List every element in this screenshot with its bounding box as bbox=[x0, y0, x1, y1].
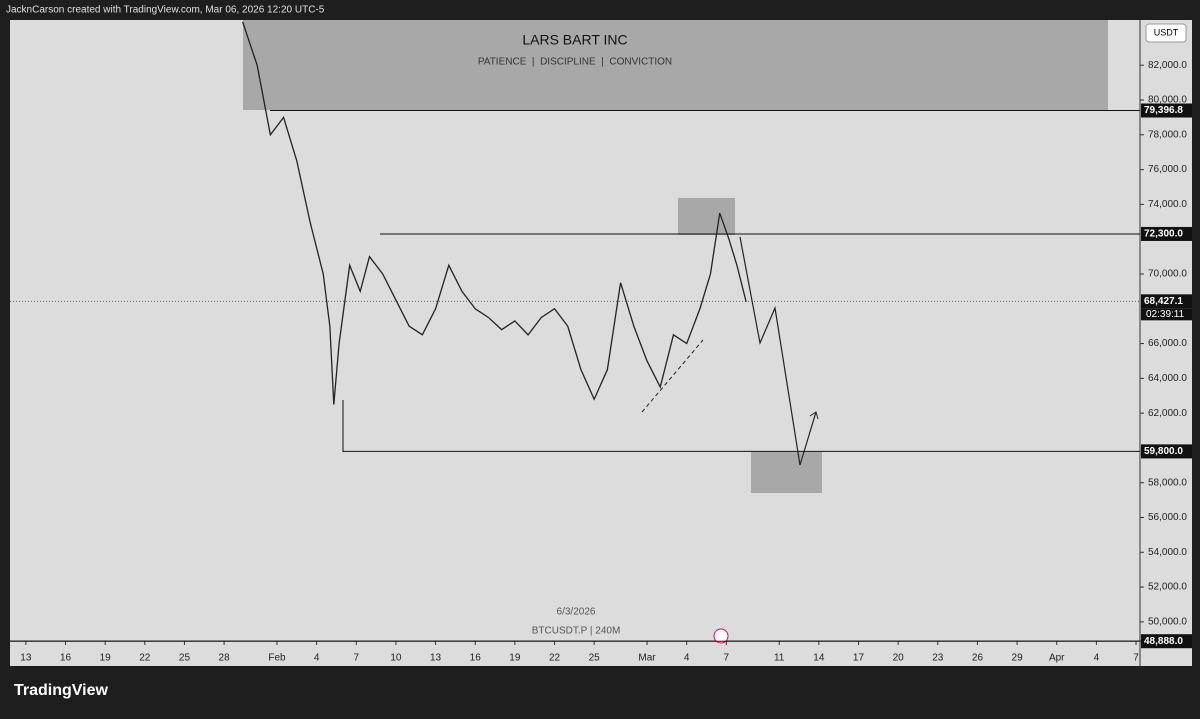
y-tick-label: 74,000.0 bbox=[1148, 199, 1187, 210]
x-tick-label: 25 bbox=[589, 653, 601, 664]
x-tick-label: 13 bbox=[430, 653, 442, 664]
y-tick-label: 80,000.0 bbox=[1148, 95, 1187, 106]
x-tick-label: 10 bbox=[390, 653, 402, 664]
x-tick-label: 22 bbox=[139, 653, 151, 664]
price-tag bbox=[1141, 634, 1192, 649]
x-tick-label: 14 bbox=[813, 653, 825, 664]
x-tick-label: 26 bbox=[972, 653, 984, 664]
x-tick-label: 4 bbox=[684, 653, 690, 664]
price-tag bbox=[1141, 444, 1192, 459]
price-tag bbox=[1141, 103, 1192, 118]
x-tick-label: 23 bbox=[932, 653, 944, 664]
watermark: 6/3/2026 bbox=[557, 607, 596, 618]
credit: JacknCarson created with TradingView.com… bbox=[6, 5, 325, 16]
chart-title: LARS BART INC bbox=[522, 32, 627, 48]
x-tick-label: 4 bbox=[1094, 653, 1100, 664]
countdown-tag bbox=[1141, 308, 1192, 321]
arrow-head bbox=[809, 411, 819, 420]
price-tag-label: 68,427.1 bbox=[1144, 296, 1183, 307]
x-tick-label: 22 bbox=[549, 653, 561, 664]
x-tick-label: Feb bbox=[268, 653, 286, 664]
price-tag-label: 59,800.0 bbox=[1144, 446, 1183, 457]
x-tick-label: 19 bbox=[509, 653, 521, 664]
y-tick-label: 82,000.0 bbox=[1148, 60, 1187, 71]
y-tick-label: 66,000.0 bbox=[1148, 338, 1187, 349]
price-tag-label: 79,396.8 bbox=[1144, 105, 1183, 116]
x-tick-label: 29 bbox=[1012, 653, 1024, 664]
event-icon[interactable] bbox=[713, 628, 729, 644]
y-tick-label: 54,000.0 bbox=[1148, 547, 1187, 558]
supply-box bbox=[678, 198, 735, 235]
watermark: BTCUSDT.P | 240M bbox=[532, 626, 621, 637]
price-tag bbox=[1141, 226, 1192, 241]
x-tick-label: 7 bbox=[724, 653, 730, 664]
price-line bbox=[241, 21, 747, 405]
x-tick-label: 25 bbox=[179, 653, 191, 664]
x-tick-label: 7 bbox=[353, 653, 359, 664]
price-tag bbox=[1141, 294, 1192, 309]
x-tick-label: 7 bbox=[1133, 653, 1139, 664]
y-tick-label: 70,000.0 bbox=[1148, 269, 1187, 280]
x-tick-label: 20 bbox=[893, 653, 905, 664]
y-tick-label: 56,000.0 bbox=[1148, 512, 1187, 523]
chart-area bbox=[10, 20, 1192, 666]
countdown: 02:39:11 bbox=[1146, 309, 1185, 320]
x-tick-label: 19 bbox=[100, 653, 112, 664]
x-tick-label: 16 bbox=[60, 653, 72, 664]
x-tick-label: 17 bbox=[853, 653, 865, 664]
chart-subtitle: PATIENCE | DISCIPLINE | CONVICTION bbox=[478, 57, 672, 68]
y-tick-label: 50,000.0 bbox=[1148, 617, 1187, 628]
y-tick-label: 64,000.0 bbox=[1148, 373, 1187, 384]
y-tick-label: 58,000.0 bbox=[1148, 477, 1187, 488]
projection bbox=[739, 236, 817, 466]
target-box bbox=[751, 452, 822, 493]
x-tick-label: 16 bbox=[470, 653, 482, 664]
currency-label[interactable]: USDT bbox=[1154, 27, 1179, 37]
y-tick-label: 76,000.0 bbox=[1148, 164, 1187, 175]
x-tick-label: 28 bbox=[219, 653, 231, 664]
x-tick-label: 11 bbox=[774, 653, 785, 664]
y-tick-label: 52,000.0 bbox=[1148, 582, 1187, 593]
price-tag-label: 48,888.0 bbox=[1144, 636, 1183, 647]
y-tick-label: 78,000.0 bbox=[1148, 129, 1187, 140]
supply-zone bbox=[243, 20, 1108, 110]
logo: TradingView bbox=[14, 682, 109, 699]
x-tick-label: 13 bbox=[20, 653, 32, 664]
trendline bbox=[641, 339, 704, 413]
y-tick-label: 62,000.0 bbox=[1148, 408, 1187, 419]
currency-button[interactable] bbox=[1145, 23, 1187, 43]
price-tag-label: 72,300.0 bbox=[1144, 229, 1183, 240]
x-tick-label: 4 bbox=[314, 653, 320, 664]
x-tick-label: Mar bbox=[638, 653, 656, 664]
x-tick-label: Apr bbox=[1049, 653, 1065, 664]
